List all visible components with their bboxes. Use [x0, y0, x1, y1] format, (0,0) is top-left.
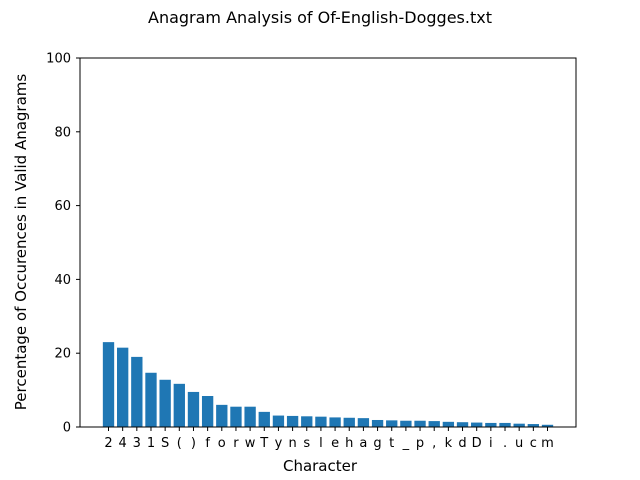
- bar-7: [201, 396, 214, 427]
- bar-8: [216, 404, 228, 427]
- x-tick-label-28: .: [503, 436, 507, 451]
- x-tick-label-12: y: [275, 436, 283, 451]
- x-tick-label-27: i: [489, 436, 493, 451]
- x-tick-label-5: (: [177, 436, 182, 451]
- y-axis-label: Percentage of Occurences in Valid Anagra…: [12, 74, 30, 411]
- x-tick-label-25: d: [458, 436, 466, 451]
- x-tick-label-26: D: [472, 436, 482, 451]
- bar-24: [442, 421, 455, 427]
- bar-3: [145, 372, 157, 427]
- x-tick-label-22: p: [416, 436, 424, 451]
- x-tick-label-7: f: [205, 436, 210, 451]
- x-tick-label-29: u: [515, 436, 523, 451]
- x-tick-label-17: h: [345, 436, 353, 451]
- y-tick-label-5: 100: [46, 52, 71, 67]
- bar-9: [230, 406, 242, 427]
- x-tick-label-10: w: [245, 436, 256, 451]
- x-tick-label-1: 4: [119, 436, 127, 451]
- x-tick-label-3: 1: [147, 436, 155, 451]
- x-tick-label-11: T: [259, 436, 268, 451]
- x-tick-label-23: ,: [432, 436, 436, 451]
- y-ticks-group: 0 20 40 60 80 100: [46, 52, 80, 436]
- x-tick-label-20: t: [389, 436, 394, 451]
- x-tick-label-13: n: [288, 436, 296, 451]
- x-tick-label-21: _: [402, 436, 410, 451]
- bar-2: [131, 356, 143, 427]
- x-tick-label-14: s: [303, 436, 310, 451]
- bar-30: [527, 424, 539, 427]
- bar-10: [244, 406, 256, 427]
- y-tick-label-2: 40: [54, 273, 71, 288]
- chart-title: Anagram Analysis of Of-English-Dogges.tx…: [148, 8, 492, 27]
- y-tick-label-3: 60: [54, 199, 71, 214]
- bar-29: [513, 423, 525, 427]
- x-tick-label-4: S: [161, 436, 169, 451]
- bar-13: [286, 415, 299, 427]
- x-tick-label-6: ): [191, 436, 196, 451]
- bar-16: [329, 417, 341, 427]
- x-tick-label-9: r: [233, 436, 239, 451]
- y-tick-label-0: 0: [63, 421, 71, 436]
- bars-group: [102, 342, 554, 427]
- bar-17: [343, 417, 355, 427]
- bar-15: [315, 416, 327, 427]
- plot-frame: [79, 57, 577, 428]
- bar-11: [258, 411, 270, 427]
- bar-25: [456, 422, 469, 427]
- x-axis-label: Character: [283, 457, 358, 475]
- x-tick-label-19: g: [373, 436, 381, 451]
- bar-18: [357, 418, 370, 427]
- bar-1: [117, 347, 129, 427]
- bar-5: [173, 383, 185, 427]
- bar-19: [371, 419, 384, 427]
- x-tick-label-15: l: [319, 436, 323, 451]
- bar-27: [485, 422, 497, 427]
- bar-0: [102, 342, 115, 427]
- y-tick-label-1: 20: [54, 347, 71, 362]
- bar-21: [400, 420, 412, 427]
- bar-31: [541, 424, 554, 427]
- bar-6: [187, 391, 200, 427]
- x-tick-label-30: c: [530, 436, 537, 451]
- bar-22: [414, 420, 426, 427]
- bar-4: [159, 379, 171, 427]
- bar-20: [386, 420, 398, 427]
- x-tick-label-0: 2: [104, 436, 112, 451]
- bar-26: [471, 422, 483, 427]
- y-tick-label-4: 80: [54, 125, 71, 140]
- bar-12: [272, 415, 285, 427]
- bar-28: [499, 422, 511, 427]
- x-tick-label-31: m: [541, 436, 554, 451]
- bar-23: [428, 421, 440, 427]
- x-tick-label-18: a: [359, 436, 367, 451]
- bar-14: [301, 416, 313, 427]
- x-tick-label-2: 3: [133, 436, 141, 451]
- x-tick-label-8: o: [218, 436, 226, 451]
- x-tick-label-16: e: [331, 436, 339, 451]
- x-tick-label-24: k: [445, 436, 453, 451]
